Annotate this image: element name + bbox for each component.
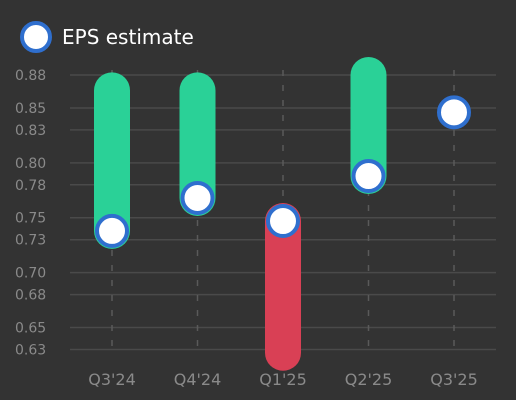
eps-estimate-marker[interactable]: [266, 204, 300, 239]
y-tick-label: 0.88: [15, 68, 46, 84]
eps-bars: [94, 57, 387, 371]
eps-estimate-marker[interactable]: [351, 159, 386, 194]
eps-miss-bar[interactable]: [265, 203, 301, 371]
y-tick-label: 0.63: [15, 343, 46, 359]
y-tick-label: 0.73: [15, 233, 46, 249]
x-category-label: Q3'24: [88, 370, 136, 389]
y-tick-label: 0.68: [15, 288, 46, 304]
eps-estimate-marker[interactable]: [180, 180, 215, 215]
x-category-label: Q3'25: [430, 370, 478, 389]
legend-estimate-marker: [20, 21, 52, 53]
eps-beat-bar[interactable]: [350, 57, 387, 195]
x-category-label: Q4'24: [174, 370, 222, 389]
eps-beat-bar[interactable]: [179, 72, 216, 216]
y-tick-label: 0.78: [15, 178, 46, 194]
x-axis-categories: Q3'24 Q4'24 Q1'25 Q2'25 Q3'25: [88, 370, 478, 389]
y-tick-label: 0.70: [15, 266, 46, 282]
y-axis-ticks: 0.63 0.65 0.68 0.70 0.73 0.75 0.78 0.80 0.83 0.85…: [15, 68, 46, 359]
y-tick-label: 0.85: [15, 101, 46, 117]
eps-beat-bar[interactable]: [94, 72, 130, 249]
legend[interactable]: EPS estimate: [20, 21, 194, 53]
legend-label: EPS estimate: [62, 25, 194, 49]
y-tick-label: 0.80: [15, 156, 46, 172]
eps-estimate-marker[interactable]: [437, 95, 471, 130]
x-category-label: Q1'25: [259, 370, 307, 389]
y-tick-label: 0.83: [15, 123, 46, 139]
estimate-markers: [95, 95, 471, 248]
y-tick-label: 0.75: [15, 211, 46, 227]
y-tick-label: 0.65: [15, 321, 46, 337]
x-category-label: Q2'25: [345, 370, 393, 389]
eps-estimate-marker[interactable]: [95, 213, 129, 248]
